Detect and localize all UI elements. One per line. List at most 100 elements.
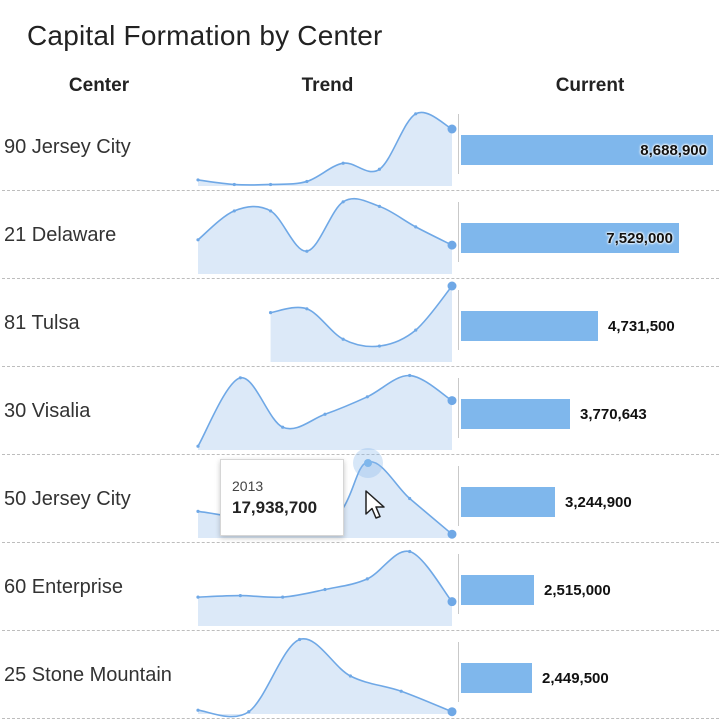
trend-end-point: [447, 124, 457, 134]
trend-point: [196, 509, 200, 513]
trend-point: [268, 182, 273, 187]
trend-area: [270, 286, 452, 362]
current-value-label: 2,515,000: [544, 582, 611, 599]
current-value-label: 2,449,500: [542, 670, 609, 687]
trend-end-point: [447, 529, 457, 539]
trend-point: [341, 161, 345, 165]
table-row[interactable]: 50 Jersey City 3,244,900: [0, 452, 725, 543]
tooltip: 2013 17,938,700: [220, 459, 344, 536]
center-name: 50 Jersey City: [4, 488, 131, 510]
trend-point: [238, 594, 242, 598]
trend-point: [408, 496, 412, 501]
row-divider: [2, 366, 719, 367]
table-row[interactable]: 90 Jersey City 8,688,900: [0, 100, 725, 191]
trend-end-point: [447, 240, 457, 250]
current-bar[interactable]: [461, 487, 555, 517]
current-bar[interactable]: [461, 311, 598, 341]
table-row[interactable]: 81 Tulsa 4,731,500: [0, 276, 725, 367]
current-bar[interactable]: [461, 663, 532, 693]
trend-point: [408, 373, 412, 378]
trend-point: [377, 167, 382, 171]
row-divider: [2, 718, 719, 719]
trend-point: [238, 376, 242, 380]
trend-point: [414, 112, 418, 116]
trend-point: [196, 178, 200, 182]
row-divider: [2, 278, 719, 279]
trend-point: [348, 674, 352, 678]
trend-point: [298, 637, 302, 642]
trend-point: [196, 595, 200, 599]
table-row[interactable]: 60 Enterprise 2,515,000: [0, 540, 725, 631]
trend-point: [281, 425, 285, 429]
current-value-label: 3,770,643: [580, 406, 647, 423]
column-separator: [458, 378, 459, 438]
trend-point: [414, 225, 418, 229]
trend-area: [198, 112, 452, 186]
trend-point: [365, 395, 369, 399]
trend-point: [365, 577, 369, 581]
column-header-center[interactable]: Center: [68, 75, 130, 96]
trend-point: [377, 204, 382, 208]
table-row[interactable]: 21 Delaware 7,529,000: [0, 188, 725, 279]
column-separator: [458, 466, 459, 526]
trend-point: [247, 710, 251, 714]
center-name: 25 Stone Mountain: [4, 664, 172, 686]
row-divider: [2, 190, 719, 191]
trend-area: [198, 461, 452, 538]
current-value-label: 3,244,900: [565, 494, 632, 511]
column-separator: [458, 554, 459, 614]
trend-point: [341, 200, 345, 204]
trend-point: [341, 337, 345, 341]
row-divider: [2, 630, 719, 631]
tooltip-value: 17,938,700: [232, 498, 318, 517]
column-separator: [458, 290, 459, 350]
column-separator: [458, 642, 459, 702]
trend-point: [408, 549, 412, 554]
current-bar[interactable]: [461, 399, 570, 429]
column-header-current[interactable]: Current: [555, 75, 625, 96]
trend-point: [196, 444, 200, 448]
trend-point: [305, 179, 309, 184]
trend-point: [196, 238, 200, 242]
trend-end-point: [447, 707, 457, 717]
trend-point: [232, 209, 236, 213]
hover-point: [364, 459, 372, 467]
trend-area: [198, 551, 452, 626]
center-name: 60 Enterprise: [4, 576, 123, 598]
row-divider: [2, 454, 719, 455]
table-row[interactable]: 30 Visalia 3,770,643: [0, 364, 725, 455]
mouse-cursor-icon: [365, 490, 385, 519]
center-name: 21 Delaware: [4, 224, 117, 246]
current-bar[interactable]: [461, 135, 713, 165]
current-bar[interactable]: [461, 575, 534, 605]
trend-point: [323, 587, 327, 592]
table-row[interactable]: 25 Stone Mountain 2,449,500: [0, 628, 725, 719]
trend-end-point: [447, 396, 457, 406]
current-value-label: 8,688,900: [640, 142, 707, 159]
current-value-label: 4,731,500: [608, 318, 675, 335]
tooltip-year: 2013: [232, 478, 264, 494]
trend-area: [198, 375, 452, 450]
trend-end-point: [447, 597, 457, 607]
column-separator: [458, 202, 459, 262]
trend-point: [399, 689, 403, 693]
center-name: 81 Tulsa: [4, 312, 80, 334]
trend-line: [197, 197, 453, 252]
column-header-trend[interactable]: Trend: [301, 75, 354, 96]
current-value-label: 7,529,000: [606, 230, 673, 247]
current-bar[interactable]: [461, 223, 679, 253]
trend-point: [323, 412, 327, 416]
trend-area: [198, 198, 452, 274]
trend-point: [232, 182, 236, 187]
trend-point: [377, 344, 382, 348]
trend-point: [305, 307, 309, 311]
trend-point: [305, 249, 309, 253]
trend-point: [268, 209, 273, 213]
center-name: 90 Jersey City: [4, 136, 131, 158]
